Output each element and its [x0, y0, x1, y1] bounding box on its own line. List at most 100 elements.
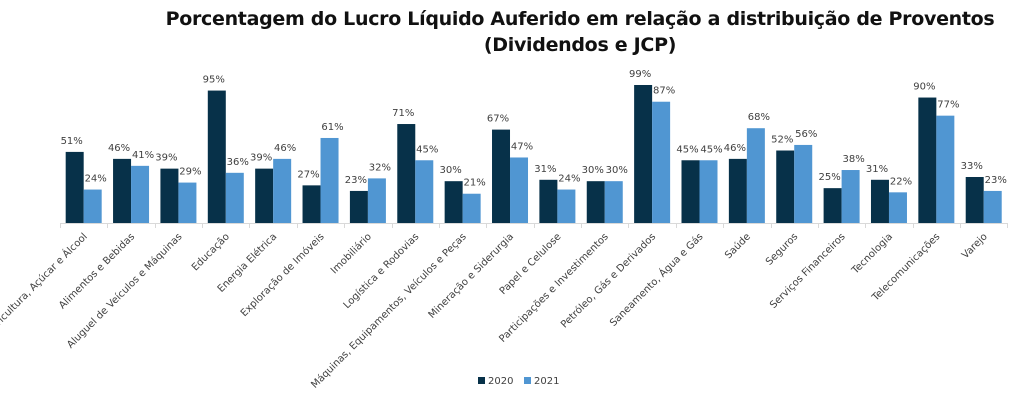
data-label-2021: 32%	[369, 162, 391, 173]
chart-title-area: Porcentagem do Lucro Líquido Auferido em…	[0, 0, 1024, 60]
data-label-2020: 30%	[582, 165, 604, 176]
data-label-2020: 33%	[961, 161, 983, 172]
data-label-2020: 30%	[440, 165, 462, 176]
bar-2021	[699, 160, 718, 223]
legend-swatch-2021	[524, 377, 531, 384]
bar-2020	[160, 168, 179, 223]
bar-2021	[652, 101, 671, 223]
data-label-2020: 51%	[61, 136, 83, 147]
bar-2021	[604, 181, 623, 223]
category-label: Tecnologia	[849, 231, 895, 277]
data-label-2021: 36%	[227, 157, 249, 168]
bar-2021	[510, 157, 529, 223]
bar-2021	[936, 115, 955, 223]
bar-2021	[888, 192, 907, 223]
data-label-2021: 61%	[321, 122, 343, 133]
data-label-2021: 45%	[416, 144, 438, 155]
category-label: Exploração de Imóveis	[238, 231, 327, 320]
data-label-2020: 67%	[487, 114, 509, 125]
bars-layer	[65, 84, 1002, 223]
bar-2020	[397, 124, 416, 223]
chart-title-block: Porcentagem do Lucro Líquido Auferido em…	[0, 6, 1024, 58]
data-label-2020: 31%	[534, 164, 556, 175]
chart-subtitle: (Dividendos e JCP)	[483, 34, 677, 56]
data-label-2021: 22%	[890, 176, 912, 187]
data-label-2020: 31%	[866, 164, 888, 175]
bar-2020	[444, 181, 463, 223]
bar-2020	[302, 185, 321, 223]
data-label-2020: 90%	[913, 82, 935, 93]
data-label-2021: 47%	[511, 141, 533, 152]
chart-title: Porcentagem do Lucro Líquido Auferido em…	[165, 8, 995, 30]
data-label-2021: 30%	[606, 165, 628, 176]
bar-2021	[83, 189, 102, 223]
bar-2021	[273, 158, 292, 223]
x-axis-ticks	[60, 223, 1008, 228]
data-label-2021: 87%	[653, 86, 675, 97]
category-label: Educação	[190, 231, 232, 273]
data-label-2021: 41%	[132, 150, 154, 161]
data-label-2020: 52%	[771, 135, 793, 146]
category-label: Petróleo, Gás e Derivados	[558, 231, 658, 331]
category-label: Imobiliário	[328, 231, 374, 277]
bar-2021	[557, 189, 576, 223]
data-label-2021: 24%	[85, 174, 107, 185]
legend: 2020 2021	[478, 376, 559, 387]
data-label-2021: 23%	[985, 175, 1007, 186]
data-label-2020: 27%	[297, 169, 319, 180]
data-label-2020: 39%	[250, 153, 272, 164]
data-label-2020: 95%	[203, 75, 225, 86]
bar-2020	[207, 90, 226, 223]
bar-2020	[255, 168, 274, 223]
bar-2020	[634, 84, 653, 223]
data-label-2021: 29%	[179, 167, 201, 178]
data-label-2021: 24%	[558, 174, 580, 185]
data-label-2020: 23%	[345, 175, 367, 186]
data-label-2020: 45%	[676, 144, 698, 155]
data-labels-layer: 51%24%46%41% 39%29%95%36% 39%46%27%61%23%3…	[61, 69, 1007, 189]
category-label: Saneamento, Água e Gás	[607, 230, 706, 329]
bar-2021	[178, 182, 197, 223]
bar-2020	[918, 97, 937, 223]
bar-2020	[776, 150, 795, 223]
legend-label-2020: 2020	[488, 376, 513, 387]
bar-2021	[794, 144, 813, 223]
bar-2021	[131, 165, 150, 223]
bar-2021	[983, 190, 1002, 223]
bar-2021	[841, 170, 860, 223]
data-label-2020: 46%	[724, 143, 746, 154]
data-label-2020: 25%	[818, 172, 840, 183]
bar-2020	[823, 188, 842, 223]
category-label: Mineração e Siderurgia	[427, 231, 517, 321]
bar-2020	[870, 179, 889, 223]
bar-2020	[349, 190, 368, 223]
data-label-2020: 39%	[155, 153, 177, 164]
category-label: Saúde	[722, 231, 753, 262]
data-label-2021: 46%	[274, 143, 296, 154]
bar-2020	[113, 158, 132, 223]
data-label-2021: 56%	[795, 129, 817, 140]
data-label-2020: 46%	[108, 143, 130, 154]
bar-2020	[965, 176, 984, 223]
data-label-2021: 45%	[700, 144, 722, 155]
data-label-2021: 68%	[748, 112, 770, 123]
bar-2021	[225, 172, 244, 223]
bar-2020	[586, 181, 605, 223]
legend-label-2021: 2021	[534, 376, 559, 387]
category-label: Logística e Rodovias	[341, 231, 421, 311]
bar-2020	[492, 129, 511, 223]
bar-2021	[367, 178, 386, 223]
category-label: Varejo	[960, 231, 990, 261]
bar-2020	[65, 151, 84, 223]
legend-swatch-2020	[478, 377, 485, 384]
bar-2021	[320, 137, 339, 223]
bar-2021	[746, 128, 765, 223]
bar-2021	[462, 193, 481, 223]
category-label: Máquinas, Equipamentos, Veículos e Peças	[309, 231, 469, 391]
category-label: Seguros	[764, 231, 800, 267]
bar-2020	[539, 179, 558, 223]
data-label-2021: 21%	[464, 178, 486, 189]
data-label-2020: 71%	[392, 108, 414, 119]
bar-2021	[415, 160, 434, 223]
